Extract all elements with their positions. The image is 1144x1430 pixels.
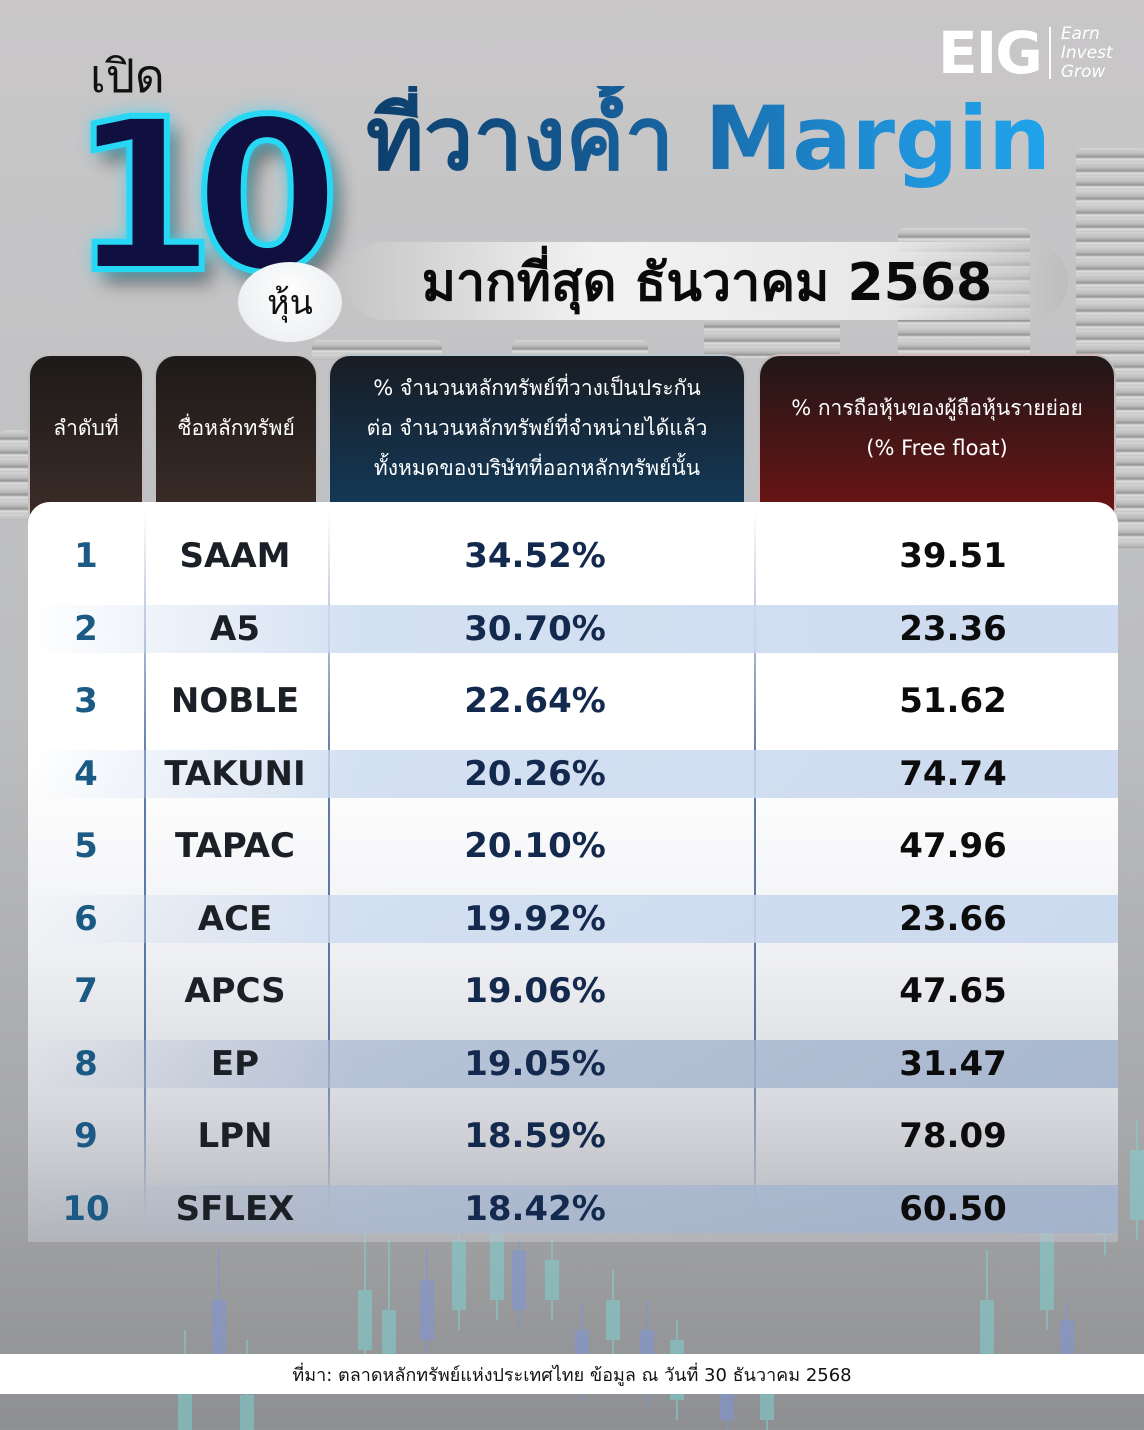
table-row: 6 ACE 19.92% 23.66 [28, 895, 1118, 943]
margin-pct-cell: 30.70% [464, 609, 606, 649]
symbol-cell: EP [210, 1044, 260, 1084]
candlestick-decoration [760, 1370, 774, 1430]
table-row: 1 SAAM 34.52% 39.51 [28, 532, 1118, 580]
candlestick-decoration [512, 1240, 526, 1330]
coin-stack-decoration [704, 318, 840, 358]
candlestick-decoration [606, 1270, 620, 1360]
free-float-cell: 74.74 [899, 754, 1007, 794]
column-divider [328, 512, 330, 1222]
header-kicker: เปิด [90, 49, 165, 103]
table-row: 4 TAKUNI 20.26% 74.74 [28, 750, 1118, 798]
column-divider [144, 512, 146, 1222]
table-row: 7 APCS 19.06% 47.65 [28, 967, 1118, 1015]
rank-cell: 9 [74, 1116, 98, 1156]
candlestick-decoration [1130, 1120, 1144, 1240]
symbol-cell: SAAM [179, 536, 291, 576]
column-header-label: % การถือหุ้นของผู้ถือหุ้นรายย่อย (% Free… [791, 396, 1083, 460]
symbol-cell: ACE [197, 899, 273, 939]
margin-pct-cell: 19.92% [464, 899, 606, 939]
candlestick-decoration [980, 1250, 994, 1380]
source-footer: ที่มา: ตลาดหลักทรัพย์แห่งประเทศไทย ข้อมู… [0, 1354, 1144, 1394]
column-header-symbol: ชื่อหลักทรัพย์ [154, 354, 318, 514]
rank-cell: 7 [74, 971, 98, 1011]
free-float-cell: 60.50 [899, 1189, 1007, 1229]
margin-pct-cell: 20.26% [464, 754, 606, 794]
rank-cell: 4 [74, 754, 98, 794]
column-header-label: ชื่อหลักทรัพย์ [177, 416, 295, 440]
logo-divider [1048, 27, 1051, 79]
candlestick-decoration [420, 1250, 434, 1360]
free-float-cell: 39.51 [899, 536, 1007, 576]
rank-cell: 5 [74, 826, 98, 866]
logo-tagline-line: Invest [1060, 42, 1113, 63]
symbol-cell: TAKUNI [164, 754, 306, 794]
page-title: ที่วางค้ำ Margin [366, 87, 1051, 190]
candlestick-decoration [545, 1240, 559, 1320]
column-header-margin-pct: % จำนวนหลักทรัพย์ที่วางเป็นประกัน ต่อ จำ… [328, 354, 746, 514]
margin-pct-cell: 18.59% [464, 1116, 606, 1156]
logo-tagline-line: Earn [1060, 23, 1100, 44]
symbol-cell: TAPAC [175, 826, 295, 866]
table-row: 8 EP 19.05% 31.47 [28, 1040, 1118, 1088]
table-row: 9 LPN 18.59% 78.09 [28, 1112, 1118, 1160]
rank-cell: 10 [62, 1189, 110, 1229]
table-row: 3 NOBLE 22.64% 51.62 [28, 677, 1118, 725]
source-note: ที่มา: ตลาดหลักทรัพย์แห่งประเทศไทย ข้อมู… [292, 1364, 852, 1386]
free-float-cell: 78.09 [899, 1116, 1007, 1156]
table-row: 2 A5 30.70% 23.36 [28, 605, 1118, 653]
symbol-cell: APCS [184, 971, 286, 1011]
candlestick-decoration [358, 1230, 372, 1370]
data-table: 1 SAAM 34.52% 39.51 2 A5 30.70% 23.36 3 … [28, 502, 1118, 1242]
free-float-cell: 23.36 [899, 609, 1007, 649]
unit-label: หุ้น [267, 283, 313, 323]
margin-pct-cell: 18.42% [464, 1189, 606, 1229]
free-float-cell: 23.66 [899, 899, 1007, 939]
rank-cell: 1 [74, 536, 98, 576]
margin-pct-cell: 19.05% [464, 1044, 606, 1084]
coin-stack-decoration [0, 430, 28, 520]
candlestick-decoration [452, 1230, 466, 1330]
candlestick-decoration [490, 1220, 504, 1320]
free-float-cell: 47.65 [899, 971, 1007, 1011]
column-divider [754, 512, 756, 1222]
brand-logo: EIG Earn Invest Grow [938, 24, 1113, 82]
free-float-cell: 47.96 [899, 826, 1007, 866]
rank-cell: 6 [74, 899, 98, 939]
margin-pct-cell: 19.06% [464, 971, 606, 1011]
logo-tagline: Earn Invest Grow [1060, 23, 1113, 82]
rank-cell: 3 [74, 681, 98, 721]
symbol-cell: NOBLE [170, 681, 300, 721]
rank-cell: 8 [74, 1044, 98, 1084]
subtitle-pill: มากที่สุด ธันวาคม 2568 [346, 242, 1068, 320]
logo-tagline-line: Grow [1060, 61, 1106, 82]
margin-pct-cell: 22.64% [464, 681, 606, 721]
candlestick-decoration [212, 1250, 226, 1380]
table-row: 5 TAPAC 20.10% 47.96 [28, 822, 1118, 870]
column-header-rank: ลำดับที่ [28, 354, 144, 514]
page-subtitle: มากที่สุด ธันวาคม 2568 [421, 252, 993, 313]
rank-cell: 2 [74, 609, 98, 649]
unit-bubble: หุ้น [238, 262, 342, 342]
column-header-label: % จำนวนหลักทรัพย์ที่วางเป็นประกัน ต่อ จำ… [366, 376, 708, 480]
free-float-cell: 51.62 [899, 681, 1007, 721]
table-row: 10 SFLEX 18.42% 60.50 [28, 1185, 1118, 1233]
symbol-cell: LPN [197, 1116, 273, 1156]
logo-mark: EIG [938, 19, 1043, 87]
margin-pct-cell: 34.52% [464, 536, 606, 576]
margin-pct-cell: 20.10% [464, 826, 606, 866]
column-header-label: ลำดับที่ [53, 416, 119, 440]
free-float-cell: 31.47 [899, 1044, 1007, 1084]
symbol-cell: A5 [210, 609, 260, 649]
symbol-cell: SFLEX [175, 1189, 295, 1229]
column-header-free-float: % การถือหุ้นของผู้ถือหุ้นรายย่อย (% Free… [758, 354, 1116, 514]
candlestick-decoration [382, 1240, 396, 1380]
